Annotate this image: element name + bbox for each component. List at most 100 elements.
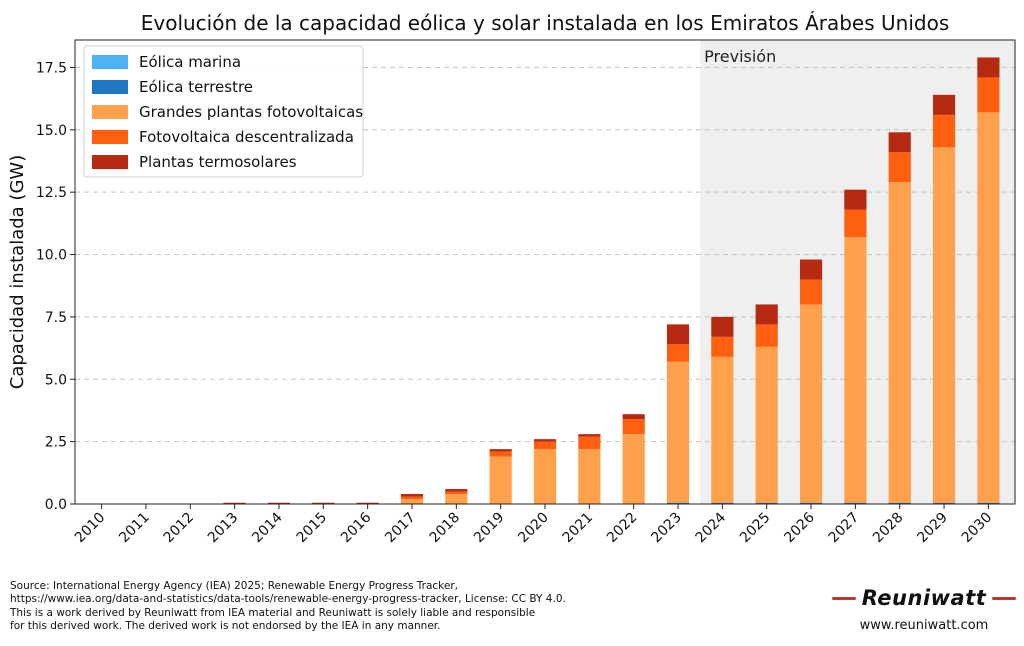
x-tick-label: 2018 — [427, 510, 464, 547]
x-tick-label: 2012 — [161, 510, 198, 547]
y-tick-label: 15.0 — [36, 123, 67, 139]
forecast-label: Previsión — [704, 47, 776, 66]
brand-logo: Reuniwatt — [861, 586, 987, 610]
bar-segment — [932, 114, 956, 148]
bar-segment — [977, 77, 1000, 113]
x-tick-label: 2011 — [116, 510, 153, 547]
bar-segment — [489, 449, 512, 452]
bar-segment — [844, 209, 867, 238]
bar-segment — [888, 152, 911, 183]
bar-segment — [711, 316, 734, 337]
bar-segment — [711, 502, 734, 504]
x-tick-label: 2026 — [781, 509, 818, 546]
source-note: Source: International Energy Agency (IEA… — [10, 580, 566, 634]
bar-segment — [666, 324, 690, 345]
bar-segment — [844, 189, 867, 210]
bar-segment — [533, 439, 557, 442]
brand-url: www.reuniwatt.com — [859, 618, 989, 633]
legend-label: Fotovoltaica descentralizada — [139, 128, 354, 146]
bar-segment — [711, 356, 734, 503]
bar-segment — [932, 94, 956, 115]
x-tick-label: 2013 — [205, 510, 242, 547]
bar-segment — [356, 502, 379, 504]
bar-segment — [755, 304, 778, 325]
bars-layer — [223, 57, 1000, 504]
y-tick-label: 2.5 — [45, 435, 67, 451]
bar-segment — [666, 344, 690, 362]
bar-segment — [888, 132, 911, 153]
legend-label: Eólica marina — [139, 53, 241, 71]
y-tick-label: 17.5 — [36, 60, 67, 76]
y-tick-label: 10.0 — [36, 248, 67, 264]
grid-layer — [75, 66, 1015, 443]
bar-segment — [932, 502, 956, 504]
bar-segment — [622, 434, 645, 504]
bar-segment — [799, 259, 823, 280]
y-tick-label: 12.5 — [36, 185, 67, 201]
bar-segment — [400, 496, 424, 500]
bar-segment — [755, 502, 778, 504]
brand-line-right — [992, 596, 1016, 600]
source-line: Source: International Energy Agency (IEA… — [10, 580, 458, 592]
legend-swatch — [92, 130, 128, 144]
bar-segment — [445, 489, 468, 492]
bar-segment — [799, 279, 823, 305]
bar-segment — [445, 494, 468, 504]
bar-segment — [932, 147, 956, 503]
bar-segment — [622, 414, 645, 420]
bar-segment — [844, 502, 867, 504]
x-tick-label: 2023 — [648, 510, 685, 547]
legend-swatch — [92, 155, 128, 169]
bar-segment — [666, 502, 690, 504]
y-tick-label: 5.0 — [45, 372, 67, 388]
bar-segment — [578, 449, 601, 504]
bar-segment — [755, 324, 778, 347]
legend-swatch — [92, 80, 128, 94]
legend-label: Grandes plantas fotovoltaicas — [139, 103, 363, 121]
y-tick-label: 7.5 — [45, 310, 67, 326]
x-tick-label: 2014 — [249, 509, 286, 546]
legend-swatch — [92, 105, 128, 119]
source-line: for this derived work. The derived work … — [10, 620, 441, 633]
bar-segment — [844, 237, 867, 503]
source-line: https://www.iea.org/data-and-statistics/… — [10, 593, 566, 606]
bar-segment — [578, 436, 601, 450]
legend-swatch — [92, 55, 128, 69]
legend-box — [83, 45, 364, 178]
x-tick-label: 2020 — [515, 510, 552, 547]
bar-segment — [312, 502, 335, 504]
bar-segment — [977, 502, 1000, 504]
bar-segment — [533, 449, 557, 504]
x-tick-label: 2030 — [959, 510, 996, 547]
bar-segment — [888, 502, 911, 504]
bar-segment — [977, 57, 1000, 78]
legend-label: Eólica terrestre — [139, 78, 253, 96]
bar-segment — [799, 304, 823, 503]
chart-title: Evolución de la capacidad eólica y solar… — [141, 11, 950, 35]
brand-block: Reuniwatt www.reuniwatt.com — [832, 586, 1016, 633]
bar-segment — [445, 491, 468, 495]
x-tick-label: 2027 — [826, 510, 863, 547]
legend: Eólica marina Eólica terrestre Grandes pla… — [83, 45, 364, 178]
brand-line-left — [832, 596, 856, 600]
x-tick-label: 2015 — [294, 510, 331, 547]
y-tick-label: 0.0 — [45, 497, 67, 513]
bar-segment — [755, 346, 778, 503]
bar-segment — [223, 502, 246, 504]
x-tick-label: 2010 — [72, 510, 109, 547]
bar-segment — [888, 182, 911, 503]
legend-label: Plantas termosolares — [139, 153, 297, 171]
x-tick-label: 2019 — [471, 510, 508, 547]
y-axis-label: Capacidad instalada (GW) — [7, 155, 28, 389]
chart: Evolución de la capacidad eólica y solar… — [7, 11, 1016, 547]
bar-segment — [489, 456, 512, 504]
bar-segment — [267, 502, 291, 504]
x-tick-label: 2029 — [914, 510, 951, 547]
bar-segment — [622, 419, 645, 435]
x-tick-label: 2022 — [604, 510, 641, 547]
bar-segment — [977, 112, 1000, 503]
x-tick-label: 2016 — [338, 509, 375, 546]
bar-segment — [400, 499, 424, 504]
bar-segment — [489, 451, 512, 457]
bar-segment — [666, 361, 690, 503]
